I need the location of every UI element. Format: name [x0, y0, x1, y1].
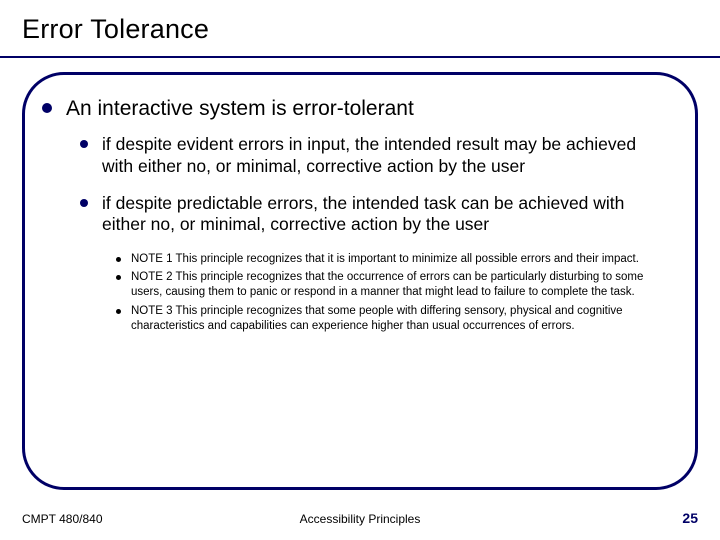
bullet-icon	[116, 309, 121, 314]
content-area: An interactive system is error-tolerant …	[42, 96, 682, 337]
point-text: if despite predictable errors, the inten…	[102, 193, 662, 236]
bullet-icon	[116, 257, 121, 262]
note-text: NOTE 3 This principle recognizes that so…	[131, 304, 661, 333]
note-text: NOTE 2 This principle recognizes that th…	[131, 270, 661, 299]
title-divider	[0, 56, 720, 58]
list-item: NOTE 2 This principle recognizes that th…	[116, 270, 682, 299]
footer-center: Accessibility Principles	[0, 512, 720, 526]
list-item: An interactive system is error-tolerant	[42, 96, 682, 122]
list-item: if despite evident errors in input, the …	[80, 134, 682, 177]
heading-text: An interactive system is error-tolerant	[66, 96, 414, 122]
bullet-icon	[116, 275, 121, 280]
bullet-list-lvl3: NOTE 1 This principle recognizes that it…	[116, 252, 682, 334]
note-text: NOTE 1 This principle recognizes that it…	[131, 252, 639, 267]
bullet-icon	[80, 140, 88, 148]
slide: Error Tolerance An interactive system is…	[0, 0, 720, 540]
bullet-list-lvl2: if despite evident errors in input, the …	[80, 134, 682, 235]
bullet-icon	[80, 199, 88, 207]
bullet-list-lvl1: An interactive system is error-tolerant	[42, 96, 682, 122]
list-item: if despite predictable errors, the inten…	[80, 193, 682, 236]
list-item: NOTE 3 This principle recognizes that so…	[116, 304, 682, 333]
slide-title: Error Tolerance	[22, 14, 209, 45]
bullet-icon	[42, 103, 52, 113]
point-text: if despite evident errors in input, the …	[102, 134, 662, 177]
list-item: NOTE 1 This principle recognizes that it…	[116, 252, 682, 267]
slide-number: 25	[682, 510, 698, 526]
